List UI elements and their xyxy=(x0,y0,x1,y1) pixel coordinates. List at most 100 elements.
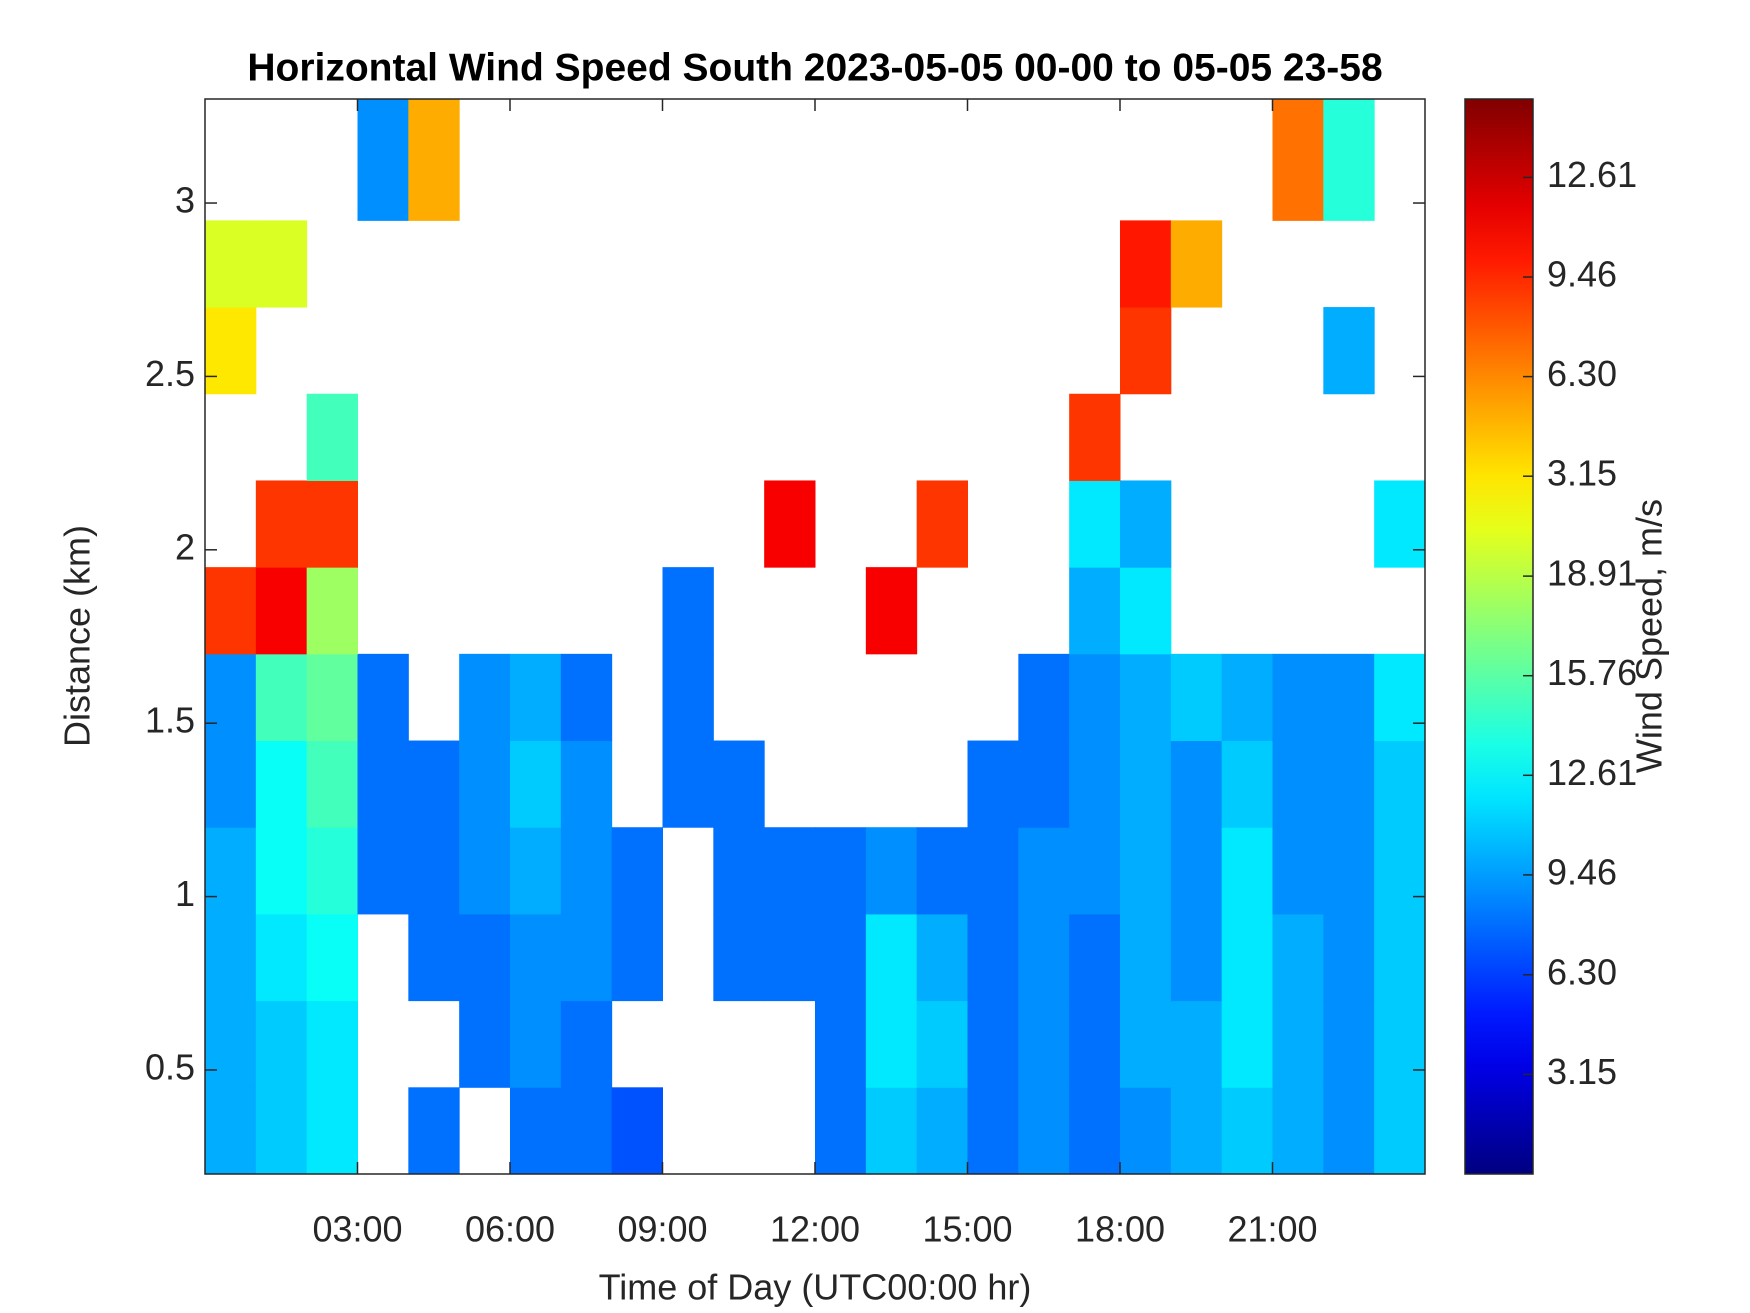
heatmap-cell xyxy=(1323,913,1375,1002)
heatmap-cell xyxy=(1323,740,1375,828)
heatmap-cell xyxy=(916,1087,968,1175)
colorbar-tick-label: 6.30 xyxy=(1547,951,1617,992)
heatmap-cell xyxy=(713,913,765,1002)
chart-title: Horizontal Wind Speed South 2023-05-05 0… xyxy=(247,46,1382,89)
heatmap-cell xyxy=(1170,740,1223,828)
heatmap-cell xyxy=(205,740,257,828)
heatmap-cell xyxy=(1170,827,1223,915)
heatmap-cell xyxy=(306,740,358,828)
heatmap-cell xyxy=(1323,1000,1375,1088)
heatmap-cell xyxy=(357,740,409,828)
heatmap-cell xyxy=(205,827,257,915)
heatmap-cell xyxy=(1323,307,1375,395)
heatmap-cell xyxy=(255,740,308,828)
heatmap-cell xyxy=(1272,740,1324,828)
heatmap-cell xyxy=(255,480,308,568)
heatmap-cell xyxy=(1069,1087,1121,1175)
heatmap-cell xyxy=(1018,827,1070,915)
heatmap-cell xyxy=(510,913,562,1002)
heatmap-cell xyxy=(1069,653,1121,742)
heatmap-cell xyxy=(560,1000,613,1088)
heatmap-cell xyxy=(865,567,918,655)
heatmap-cell xyxy=(916,913,968,1002)
heatmap-cell xyxy=(459,740,511,828)
heatmap-cell xyxy=(255,1000,308,1088)
heatmap-cell xyxy=(1323,1087,1375,1175)
heatmap-cell xyxy=(1120,567,1172,655)
heatmap-cell xyxy=(662,567,714,655)
heatmap-cell xyxy=(815,1087,867,1175)
heatmap-cell xyxy=(1170,653,1223,742)
heatmap-cell xyxy=(255,827,308,915)
heatmap-cell xyxy=(560,827,613,915)
y-tick-label: 3 xyxy=(175,180,195,221)
heatmap-cell xyxy=(1374,913,1426,1002)
heatmap-cell xyxy=(1120,827,1172,915)
heatmap-cell xyxy=(713,827,765,915)
heatmap-cell xyxy=(1374,740,1426,828)
heatmap-cell xyxy=(357,653,409,742)
heatmap-cell xyxy=(306,1000,358,1088)
heatmap-cell xyxy=(764,827,816,915)
heatmap-cell xyxy=(255,653,308,742)
y-tick-label: 1.5 xyxy=(145,700,195,741)
heatmap-cell xyxy=(1221,740,1273,828)
heatmap-cell xyxy=(967,913,1019,1002)
heatmap-cell xyxy=(255,1087,308,1175)
heatmap-cell xyxy=(1323,827,1375,915)
heatmap-cell xyxy=(1323,99,1375,221)
heatmap-cell xyxy=(662,653,714,742)
x-tick-label: 18:00 xyxy=(1075,1209,1165,1250)
heatmap-cell xyxy=(1120,740,1172,828)
x-tick-label: 06:00 xyxy=(465,1209,555,1250)
heatmap-cell xyxy=(408,740,460,828)
heatmap-cell xyxy=(1221,913,1273,1002)
x-tick-label: 12:00 xyxy=(770,1209,860,1250)
heatmap-cell xyxy=(1221,1000,1273,1088)
heatmap-cell xyxy=(306,1087,358,1175)
heatmap-cell xyxy=(1272,1000,1324,1088)
colorbar-tick-label: 18.91 xyxy=(1547,553,1637,594)
heatmap-cell xyxy=(205,1087,257,1175)
y-tick-label: 1 xyxy=(175,873,195,914)
heatmap-cell xyxy=(205,567,257,655)
y-tick-label: 0.5 xyxy=(145,1046,195,1087)
heatmap-cell xyxy=(1374,653,1426,742)
heatmap-cell xyxy=(306,480,358,568)
heatmap-cell xyxy=(967,1087,1019,1175)
heatmap-cell xyxy=(764,480,816,568)
colorbar-tick-label: 12.61 xyxy=(1547,752,1637,793)
heatmap-cell xyxy=(306,393,358,481)
y-tick-label: 2 xyxy=(175,526,195,567)
heatmap-cell xyxy=(255,220,308,308)
heatmap-cell xyxy=(815,913,867,1002)
heatmap-cell xyxy=(560,653,613,742)
heatmap-cell xyxy=(1069,480,1121,568)
heatmap-cell xyxy=(1170,220,1223,308)
heatmap-cell xyxy=(611,827,663,915)
heatmap-cell xyxy=(713,740,765,828)
x-axis-label: Time of Day (UTC00:00 hr) xyxy=(599,1267,1032,1308)
heatmap-cell xyxy=(1018,1000,1070,1088)
heatmap-cell xyxy=(1272,1087,1324,1175)
heatmap-cell xyxy=(1323,653,1375,742)
heatmap-cell xyxy=(1120,220,1172,308)
x-tick-label: 15:00 xyxy=(922,1209,1012,1250)
heatmap-cell xyxy=(255,567,308,655)
heatmap-cell xyxy=(815,1000,867,1088)
heatmap-cell xyxy=(408,99,460,221)
x-tick-label: 21:00 xyxy=(1227,1209,1317,1250)
heatmap-cell xyxy=(1069,913,1121,1002)
heatmap-cell xyxy=(1221,827,1273,915)
heatmap-cell xyxy=(865,1087,918,1175)
heatmap-cell xyxy=(205,220,257,308)
heatmap-cell xyxy=(865,1000,918,1088)
heatmap-cell xyxy=(560,913,613,1002)
heatmap-cell xyxy=(408,913,460,1002)
heatmap-cell xyxy=(560,1087,613,1175)
heatmap-cell xyxy=(1069,393,1121,481)
heatmap-cell xyxy=(1374,480,1426,568)
heatmap-cell xyxy=(611,913,663,1002)
colorbar-tick-label: 3.15 xyxy=(1547,1051,1617,1092)
